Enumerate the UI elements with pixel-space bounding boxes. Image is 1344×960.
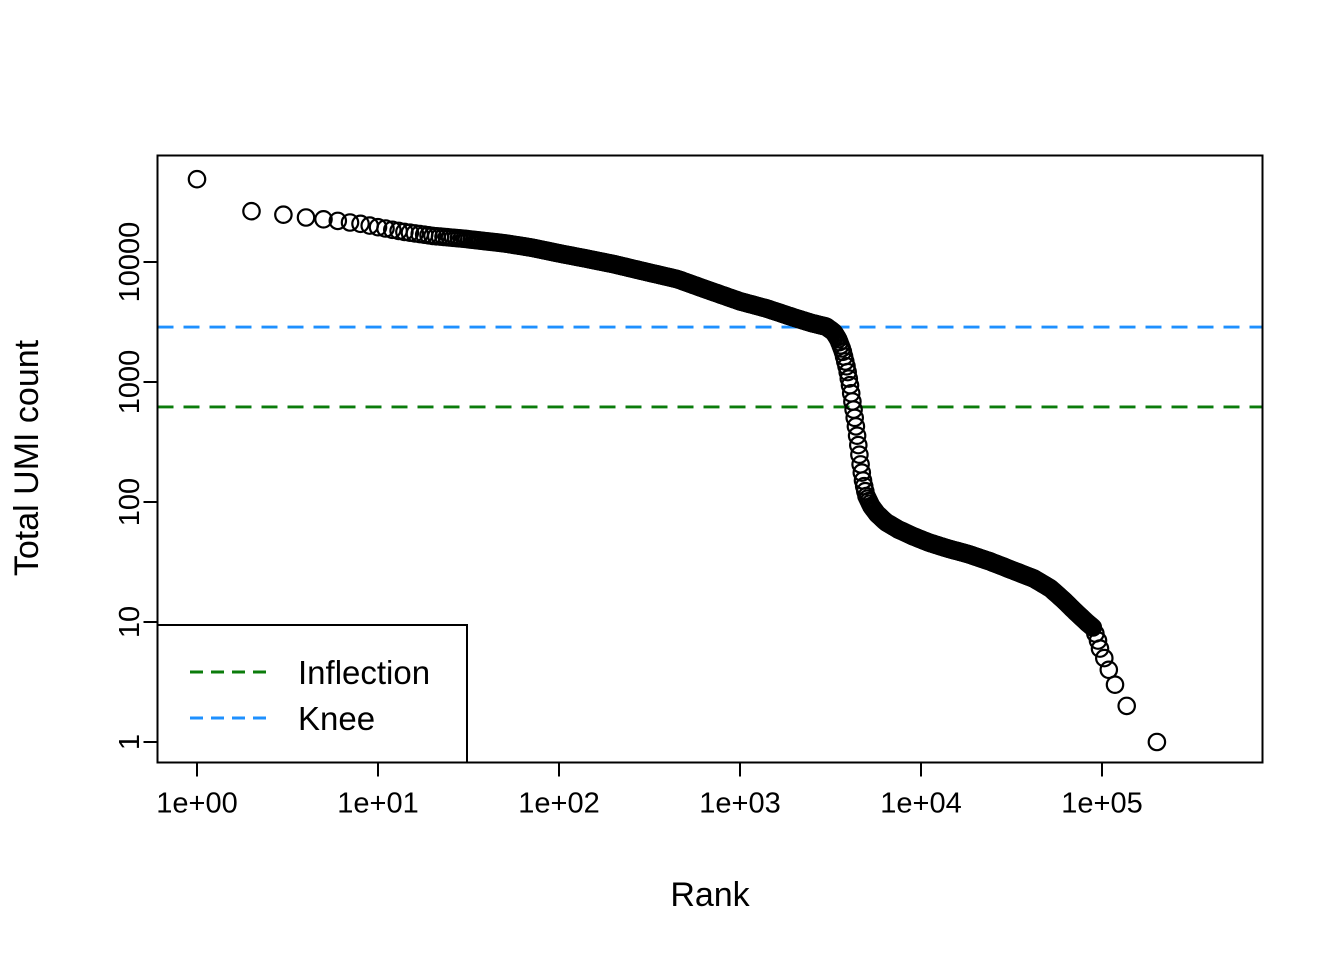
data-point — [328, 211, 348, 231]
data-point — [351, 214, 370, 234]
data-point — [1095, 648, 1114, 668]
data-point — [1090, 639, 1110, 658]
x-tick-label: 1e+00 — [156, 788, 237, 820]
y-tick-label: 10000 — [114, 222, 146, 303]
data-point — [187, 169, 207, 189]
data-point — [838, 362, 857, 382]
x-tick-label: 1e+02 — [518, 788, 599, 820]
data-point — [1147, 732, 1167, 752]
x-tick-label: 1e+01 — [337, 788, 418, 820]
x-tick-label: 1e+05 — [1061, 788, 1142, 820]
plot-box — [156, 154, 1264, 764]
data-point — [382, 220, 402, 240]
legend-label-knee: Knee — [298, 700, 375, 737]
y-axis-label: Total UMI count — [8, 339, 46, 576]
data-point — [848, 435, 868, 455]
data-point — [846, 417, 866, 436]
data-point — [376, 219, 395, 238]
data-point — [242, 201, 261, 221]
data-point — [845, 408, 864, 428]
data-point — [296, 208, 316, 227]
data-point — [852, 463, 872, 482]
data-point — [340, 213, 360, 232]
data-point — [314, 210, 333, 229]
data-points — [187, 169, 1167, 752]
data-point — [1105, 675, 1125, 694]
x-axis-label: Rank — [670, 876, 750, 914]
data-point — [847, 426, 867, 445]
y-tick-label: 1 — [114, 734, 146, 750]
data-point — [850, 445, 869, 464]
y-tick-label: 100 — [114, 478, 146, 526]
y-tick-label: 10 — [114, 606, 146, 638]
y-tick-label: 1000 — [114, 350, 146, 415]
data-point — [1088, 631, 1108, 650]
data-point — [1117, 696, 1136, 716]
data-point — [839, 369, 859, 388]
legend-label-inflection: Inflection — [298, 654, 430, 691]
data-point — [274, 205, 293, 224]
data-point — [368, 217, 388, 237]
x-tick-label: 1e+03 — [699, 788, 780, 820]
legend-box — [156, 624, 468, 764]
x-tick-label: 1e+04 — [880, 788, 961, 820]
